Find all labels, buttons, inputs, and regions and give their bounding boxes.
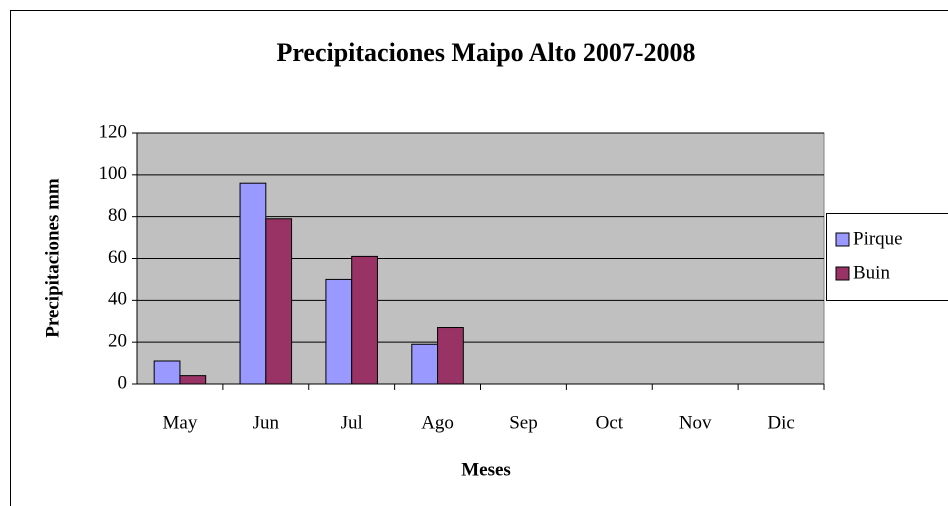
y-tick-label: 0 (118, 372, 128, 393)
bar (411, 343, 439, 385)
x-tick-label: Dic (767, 412, 794, 433)
legend-swatch (835, 232, 850, 247)
x-axis-title: Meses (461, 459, 511, 480)
bar (265, 218, 293, 385)
legend (826, 213, 948, 301)
x-tick-label: Jun (253, 412, 280, 433)
y-tick-label: 120 (99, 121, 128, 142)
y-tick-label: 100 (99, 163, 128, 184)
legend-label: Pirque (853, 228, 903, 249)
x-tick-label: Ago (421, 412, 454, 433)
y-tick-label: 80 (108, 205, 127, 226)
y-tick-label: 40 (108, 289, 127, 310)
y-tick-label: 20 (108, 331, 127, 352)
x-tick-label: Sep (509, 412, 538, 433)
y-tick-label: 60 (108, 247, 127, 268)
x-tick-label: Jul (341, 412, 363, 433)
bar (153, 360, 181, 385)
x-tick-label: May (163, 412, 198, 433)
x-tick-label: Oct (596, 412, 624, 433)
bar (437, 327, 464, 385)
chart-title: Precipitaciones Maipo Alto 2007-2008 (276, 38, 695, 67)
bar (325, 278, 353, 385)
bar (179, 375, 207, 385)
x-tick-label: Nov (679, 412, 712, 433)
legend-swatch (835, 266, 850, 281)
bar (351, 255, 378, 385)
bar (239, 182, 267, 385)
y-axis-title: Precipitaciones mm (42, 178, 63, 338)
legend-label: Buin (853, 262, 890, 283)
